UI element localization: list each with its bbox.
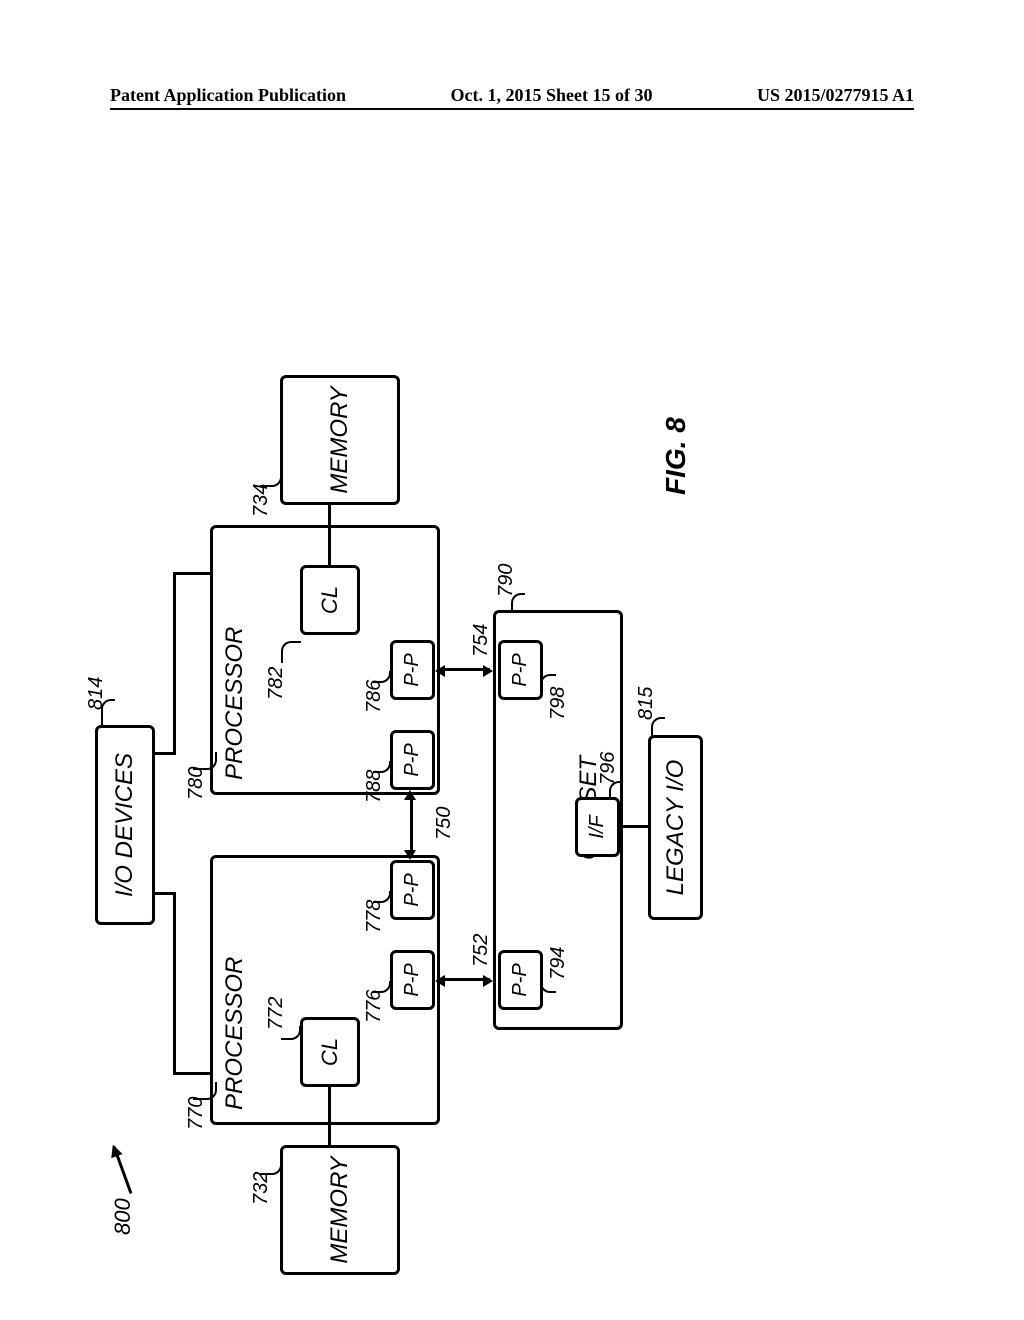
label-if: I/F	[586, 815, 609, 838]
ref-734: 734	[250, 484, 273, 517]
label-legacy-io: LEGACY I/O	[662, 760, 690, 896]
box-legacy-io: LEGACY I/O	[648, 735, 703, 920]
box-if: I/F	[575, 797, 620, 857]
ref-780: 780	[185, 767, 208, 800]
line-io-left-h	[173, 892, 176, 1075]
ref-750: 750	[433, 807, 456, 840]
label-processor-left: PROCESSOR	[221, 957, 249, 1110]
ref-770: 770	[185, 1097, 208, 1130]
box-pp776: P-P	[390, 950, 435, 1010]
line-io-right-v	[155, 752, 175, 755]
block-diagram: 800 I/O DEVICES 814 PROCESSOR 770 CL 772…	[85, 275, 715, 1275]
ref-782: 782	[265, 667, 288, 700]
arrow-754d	[483, 665, 493, 677]
leader-815	[651, 717, 665, 737]
arrow-800	[113, 1146, 133, 1194]
arrow-752u	[435, 975, 445, 987]
ref-776: 776	[363, 990, 386, 1023]
line-io-left-v2	[173, 1072, 210, 1075]
leader-814	[101, 699, 115, 727]
ref-790: 790	[495, 564, 518, 597]
line-io-right-v2	[173, 572, 210, 575]
box-pp798: P-P	[498, 640, 543, 700]
leader-790	[511, 593, 525, 613]
leader-732	[260, 1161, 282, 1175]
line-io-left-v	[155, 892, 175, 895]
ref-800: 800	[110, 1198, 136, 1235]
box-io-devices: I/O DEVICES	[95, 725, 155, 925]
leader-734	[260, 473, 282, 487]
label-mem-left: MEMORY	[326, 1156, 354, 1263]
label-io-devices: I/O DEVICES	[111, 753, 139, 897]
box-cl-left: CL	[300, 1017, 360, 1087]
label-mem-right: MEMORY	[326, 386, 354, 493]
ref-786: 786	[363, 680, 386, 713]
ref-752: 752	[470, 934, 493, 967]
ref-796: 796	[597, 752, 620, 785]
leader-780	[193, 752, 217, 770]
label-pp798: P-P	[509, 653, 532, 686]
line-io-right-h	[173, 572, 176, 755]
line-mem-cl-right	[328, 505, 331, 565]
label-pp776: P-P	[401, 963, 424, 996]
ref-788: 788	[363, 770, 386, 803]
ref-772: 772	[265, 997, 288, 1030]
box-pp786: P-P	[390, 640, 435, 700]
label-pp778: P-P	[401, 873, 424, 906]
leader-798	[540, 674, 556, 690]
leader-796	[609, 781, 621, 799]
header-mid: Oct. 1, 2015 Sheet 15 of 30	[451, 85, 653, 106]
box-mem-right: MEMORY	[280, 375, 400, 505]
line-mem-cl-left	[328, 1087, 331, 1145]
label-cl-left: CL	[317, 1038, 343, 1066]
header-left: Patent Application Publication	[110, 85, 346, 106]
link-750	[410, 793, 413, 857]
box-pp794: P-P	[498, 950, 543, 1010]
arrow-750r	[404, 790, 416, 800]
box-cl-right: CL	[300, 565, 360, 635]
ref-754: 754	[470, 624, 493, 657]
ref-794: 794	[547, 947, 570, 980]
arrow-750l	[404, 850, 416, 860]
box-pp778: P-P	[390, 860, 435, 920]
box-pp788: P-P	[390, 730, 435, 790]
ref-778: 778	[363, 900, 386, 933]
arrow-752d	[483, 975, 493, 987]
label-processor-right: PROCESSOR	[221, 627, 249, 780]
ref-815: 815	[635, 687, 658, 720]
box-mem-left: MEMORY	[280, 1145, 400, 1275]
leader-782	[281, 641, 301, 663]
label-pp786: P-P	[401, 653, 424, 686]
line-if-legacy	[623, 825, 648, 828]
label-pp794: P-P	[509, 963, 532, 996]
arrow-754u	[435, 665, 445, 677]
header-right: US 2015/0277915 A1	[757, 85, 914, 106]
label-pp788: P-P	[401, 743, 424, 776]
header-rule	[110, 108, 914, 110]
leader-770	[193, 1082, 217, 1100]
ref-798: 798	[547, 687, 570, 720]
figure-caption: FIG. 8	[660, 417, 692, 495]
label-cl-right: CL	[317, 586, 343, 614]
ref-732: 732	[250, 1172, 273, 1205]
